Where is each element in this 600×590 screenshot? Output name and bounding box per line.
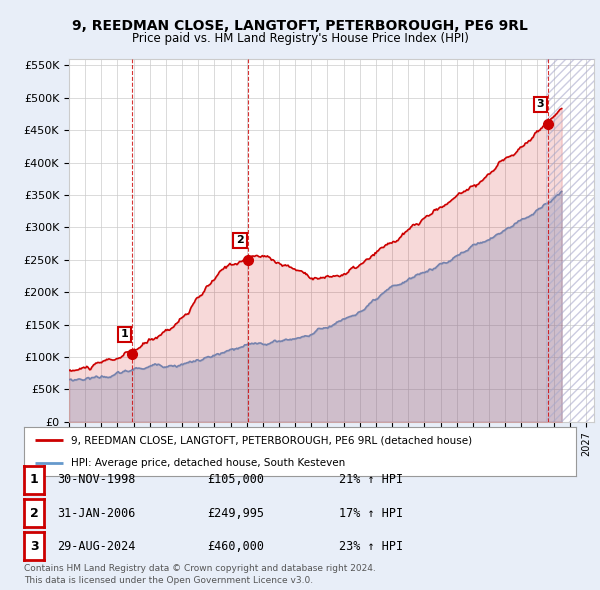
Text: 9, REEDMAN CLOSE, LANGTOFT, PETERBOROUGH, PE6 9RL (detached house): 9, REEDMAN CLOSE, LANGTOFT, PETERBOROUGH…: [71, 435, 472, 445]
Text: 30-NOV-1998: 30-NOV-1998: [57, 473, 136, 487]
Text: 1: 1: [121, 329, 128, 339]
Text: 23% ↑ HPI: 23% ↑ HPI: [339, 539, 403, 553]
Text: 3: 3: [30, 539, 38, 553]
Text: 31-JAN-2006: 31-JAN-2006: [57, 506, 136, 520]
Text: 2: 2: [236, 235, 244, 245]
Text: £249,995: £249,995: [207, 506, 264, 520]
Text: £460,000: £460,000: [207, 539, 264, 553]
Bar: [545, 59, 594, 422]
Text: Price paid vs. HM Land Registry's House Price Index (HPI): Price paid vs. HM Land Registry's House …: [131, 32, 469, 45]
Text: 21% ↑ HPI: 21% ↑ HPI: [339, 473, 403, 487]
Text: Contains HM Land Registry data © Crown copyright and database right 2024.
This d: Contains HM Land Registry data © Crown c…: [24, 565, 376, 585]
Text: 3: 3: [536, 99, 544, 109]
Text: HPI: Average price, detached house, South Kesteven: HPI: Average price, detached house, Sout…: [71, 458, 345, 468]
Text: 2: 2: [30, 506, 38, 520]
Text: 9, REEDMAN CLOSE, LANGTOFT, PETERBOROUGH, PE6 9RL: 9, REEDMAN CLOSE, LANGTOFT, PETERBOROUGH…: [72, 19, 528, 33]
Text: 29-AUG-2024: 29-AUG-2024: [57, 539, 136, 553]
Text: £105,000: £105,000: [207, 473, 264, 487]
Text: 1: 1: [30, 473, 38, 487]
Text: 17% ↑ HPI: 17% ↑ HPI: [339, 506, 403, 520]
